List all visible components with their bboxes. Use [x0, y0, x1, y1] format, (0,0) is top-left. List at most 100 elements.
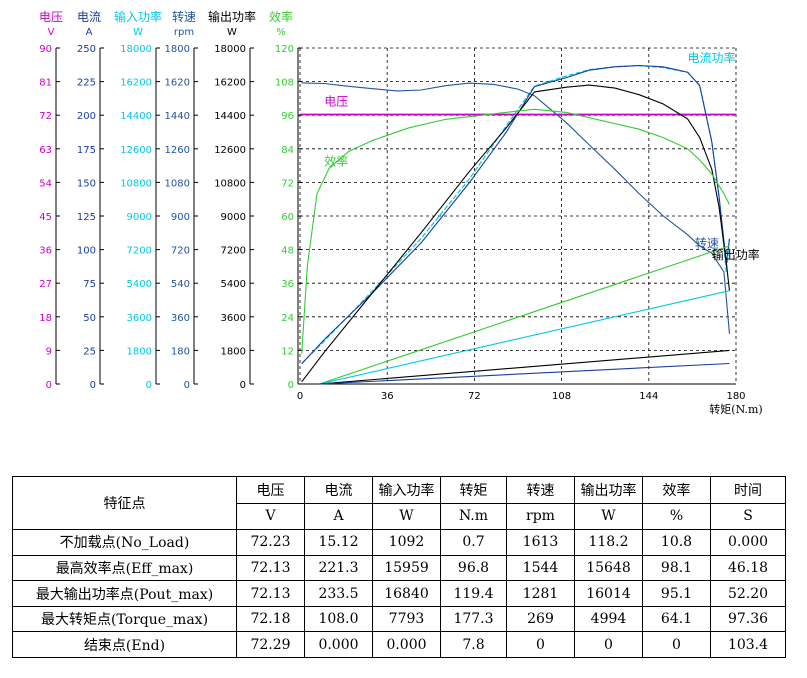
column-unit: W: [574, 502, 643, 531]
series-label: 输出功率: [712, 247, 760, 262]
axis-unit-input_power: W: [133, 27, 143, 38]
tick-label-current: 175: [77, 145, 96, 156]
table-cell: 0.000: [304, 631, 373, 658]
series-line: [319, 362, 730, 385]
tick-label-input_power: 12600: [120, 145, 152, 156]
row-label: 结束点(End): [12, 631, 237, 658]
row-label: 最高效率点(Eff_max): [12, 554, 237, 582]
table-row: 最大转矩点(Torque_max) 72.18 108.0 7793 177.3 269 4…: [12, 605, 786, 633]
table-cell: 96.8: [440, 554, 507, 582]
table-cell: 1092: [372, 529, 441, 556]
table-cell: 15.12: [304, 529, 373, 556]
axis-title-output_power: 输出功率: [208, 9, 256, 24]
x-tick-label: 108: [552, 391, 571, 402]
axis-title-input_power: 输入功率: [114, 9, 162, 24]
table-cell: 64.1: [642, 605, 711, 633]
tick-label-voltage: 18: [39, 313, 52, 324]
column-header: 时间: [710, 476, 786, 504]
table-cell: 15959: [372, 554, 441, 582]
tick-label-voltage: 81: [39, 78, 52, 89]
table-row: 不加载点(No_Load) 72.23 15.12 1092 0.7 1613 118.2 1…: [12, 529, 786, 556]
tick-label-input_power: 14400: [120, 111, 152, 122]
tick-label-efficiency: 72: [281, 178, 294, 189]
tick-label-input_power: 10800: [120, 178, 152, 189]
table-cell: 7.8: [440, 631, 507, 658]
tick-label-output_power: 12600: [214, 145, 246, 156]
tick-label-efficiency: 96: [281, 111, 294, 122]
table-cell: 177.3: [440, 605, 507, 633]
row-header-cell: 特征点: [12, 475, 237, 531]
axis-unit-voltage: V: [48, 27, 55, 38]
tick-label-current: 50: [83, 313, 96, 324]
characteristic-table: 特征点 电压 电流 输入功率 转矩 转速 输出功率 效率 时间 V A W N.m rpm W% S 不加载点(…: [12, 475, 786, 658]
series-line-current: [301, 64, 731, 365]
table-cell: 0: [574, 631, 643, 658]
row-label: 最大输出功率点(Pout_max): [12, 580, 237, 607]
tick-label-voltage: 9: [46, 346, 52, 357]
tick-label-output_power: 5400: [221, 279, 246, 290]
tick-label-output_power: 10800: [214, 178, 246, 189]
table-cell: 16014: [574, 580, 643, 607]
series-line: [319, 349, 730, 385]
tick-label-efficiency: 0: [288, 380, 294, 391]
tick-label-current: 25: [83, 346, 96, 357]
table-cell: 108.0: [304, 605, 373, 633]
table-cell: 118.2: [574, 529, 643, 556]
series-line: [319, 245, 730, 385]
table-cell: 1613: [506, 529, 575, 556]
chart: 电压V90817263544536271890电流A25022520017515…: [39, 9, 763, 416]
tick-label-current: 75: [83, 279, 96, 290]
table-cell: 72.18: [236, 605, 305, 633]
column-header: 电压: [236, 476, 305, 504]
tick-label-voltage: 36: [39, 246, 52, 257]
tick-label-input_power: 16200: [120, 78, 152, 89]
row-label: 不加载点(No_Load): [12, 529, 237, 556]
tick-label-voltage: 54: [39, 178, 52, 189]
table-cell: 46.18: [710, 554, 786, 582]
table-cell: 233.5: [304, 580, 373, 607]
x-axis-label: 转矩(N.m): [709, 402, 762, 416]
table-cell: 0: [506, 631, 575, 658]
table-cell: 119.4: [440, 580, 507, 607]
row-label: 最大转矩点(Torque_max): [12, 605, 237, 633]
tick-label-current: 125: [77, 212, 96, 223]
table-row: 最高效率点(Eff_max) 72.13 221.3 15959 96.8 1544 156…: [12, 554, 786, 582]
tick-label-output_power: 14400: [214, 111, 246, 122]
tick-label-speed: 1440: [165, 111, 190, 122]
table-cell: 0.000: [372, 631, 441, 658]
column-unit: rpm: [506, 502, 575, 531]
tick-label-speed: 1080: [165, 178, 190, 189]
column-header: 输入功率: [372, 476, 441, 504]
tick-label-speed: 360: [171, 313, 190, 324]
table-cell: 0.7: [440, 529, 507, 556]
tick-label-input_power: 1800: [127, 346, 152, 357]
tick-label-output_power: 16200: [214, 78, 246, 89]
tick-label-input_power: 18000: [120, 44, 152, 55]
tick-label-current: 150: [77, 178, 96, 189]
table-cell: 103.4: [710, 631, 786, 658]
column-unit: W: [372, 502, 441, 531]
x-tick-label: 144: [639, 391, 658, 402]
series-label: 电流功率: [688, 50, 736, 65]
x-tick-label: 72: [468, 391, 481, 402]
table-cell: 7793: [372, 605, 441, 633]
table-header-row: 特征点 电压 电流 输入功率 转矩 转速 输出功率 效率 时间: [12, 475, 786, 531]
tick-label-input_power: 7200: [127, 246, 152, 257]
column-header: 转矩: [440, 476, 507, 504]
series-line-output_power: [301, 84, 731, 383]
table-cell: 221.3: [304, 554, 373, 582]
tick-label-efficiency: 12: [281, 346, 294, 357]
axis-title-current: 电流: [77, 10, 101, 24]
tick-label-efficiency: 36: [281, 279, 294, 290]
column-header: 输出功率: [574, 476, 643, 504]
axis-unit-output_power: W: [227, 27, 237, 38]
series-label: 电压: [324, 94, 348, 108]
tick-label-efficiency: 48: [281, 246, 294, 257]
table-cell: 72.23: [236, 529, 305, 556]
tick-label-speed: 0: [184, 380, 190, 391]
table-cell: 1544: [506, 554, 575, 582]
tick-label-output_power: 0: [240, 380, 246, 391]
tick-label-efficiency: 120: [275, 44, 294, 55]
table-row: 结束点(End) 72.29 0.000 0.000 7.8 0 0 0 103.4: [12, 631, 786, 658]
axis-unit-speed: rpm: [174, 27, 194, 38]
